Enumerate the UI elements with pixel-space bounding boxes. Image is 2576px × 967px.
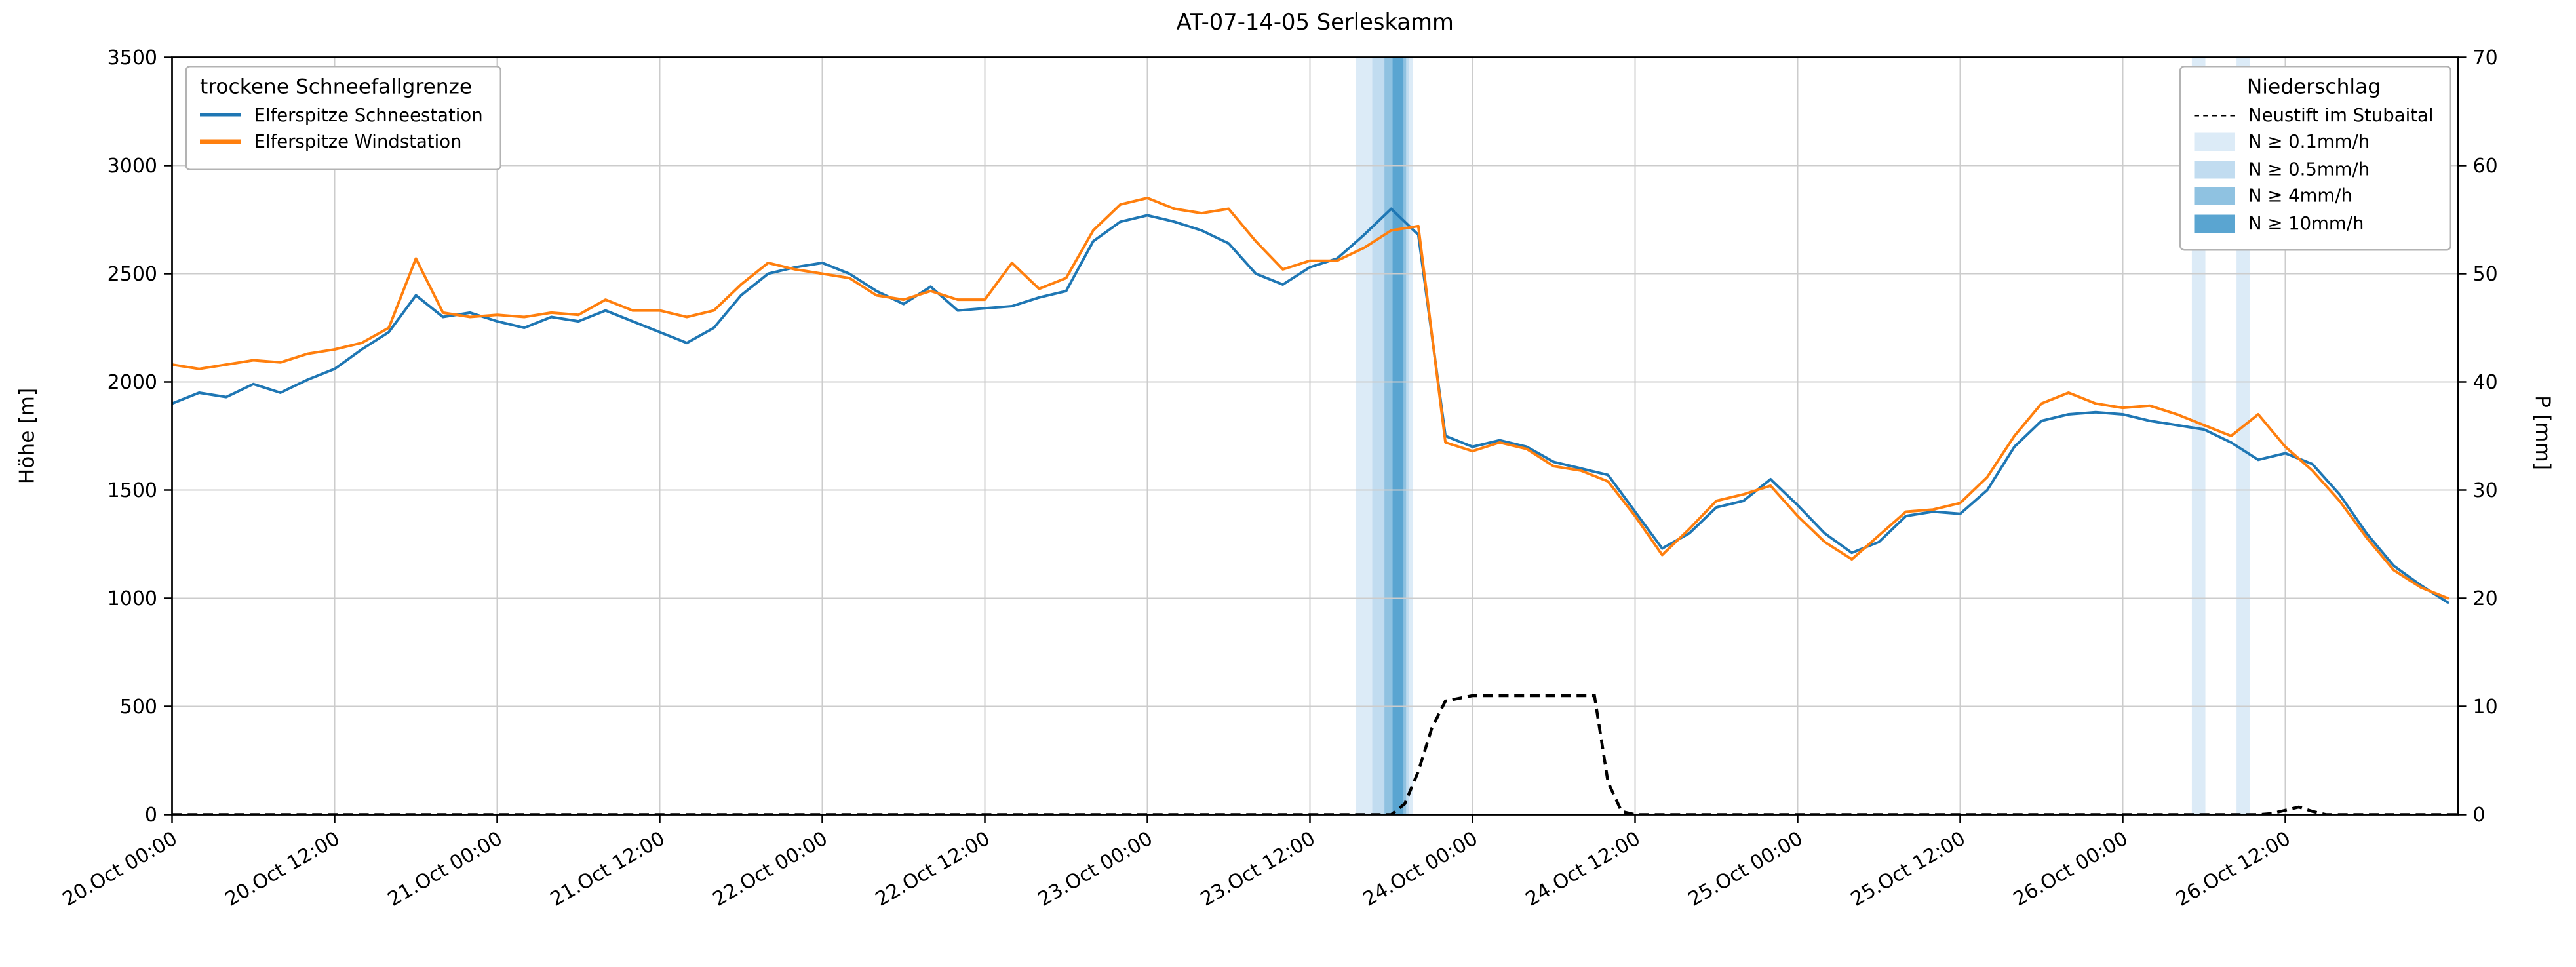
xtick-label: 20.Oct 00:00: [59, 827, 182, 911]
xtick-label: 21.Oct 12:00: [547, 827, 669, 911]
xtick-label: 20.Oct 12:00: [222, 827, 344, 911]
legend-entry-label: Neustift im Stubaital: [2248, 104, 2434, 126]
xtick-label: 22.Oct 00:00: [709, 827, 832, 911]
line-swatch-icon: [200, 112, 241, 117]
legend-entry: Elferspitze Windstation: [200, 131, 483, 153]
color-patch-swatch-icon: [2194, 214, 2236, 232]
color-patch-swatch-icon: [2194, 187, 2236, 205]
xtick-label: 26.Oct 00:00: [2010, 827, 2132, 911]
xtick-label: 22.Oct 12:00: [872, 827, 994, 911]
legend-entry: Neustift im Stubaital: [2194, 104, 2434, 126]
ytick-label-left: 500: [120, 696, 157, 719]
legend-entry: N ≥ 0.5mm/h: [2194, 158, 2434, 180]
xtick-label: 25.Oct 12:00: [1847, 827, 1970, 911]
ytick-label-left: 1500: [107, 479, 157, 502]
plot-border: [171, 56, 2459, 816]
color-patch-swatch-icon: [2194, 159, 2236, 178]
legend-entry: N ≥ 0.1mm/h: [2194, 131, 2434, 153]
y-axis-label-right: P [mm]: [2531, 395, 2556, 471]
legend-entry-label: N ≥ 0.5mm/h: [2248, 158, 2370, 180]
line-swatch-icon: [200, 140, 241, 144]
ytick-label-right: 10: [2473, 696, 2498, 719]
ytick-label-left: 0: [145, 804, 157, 827]
xtick-label: 23.Oct 12:00: [1197, 827, 1319, 911]
legend-precip-entries: Neustift im Stubaital N ≥ 0.1mm/h N ≥ 0.5m…: [2194, 104, 2434, 234]
legend-entry-label: N ≥ 4mm/h: [2248, 185, 2352, 207]
xtick-label: 24.Oct 12:00: [1522, 827, 1645, 911]
xtick-label: 26.Oct 12:00: [2172, 827, 2295, 911]
chart-title: AT-07-14-05 Serleskamm: [1176, 10, 1454, 36]
xtick-label: 25.Oct 00:00: [1685, 827, 1807, 911]
legend-precip-title: Niederschlag: [2246, 73, 2381, 99]
data-lines: [172, 197, 2458, 815]
precip-band: [1392, 57, 1404, 815]
axis-tick-labels: 0 500 1000 1500 2000 2500 3000 3500 0 10 20 30 40 50 6…: [59, 47, 2498, 911]
axis-ticks: [164, 56, 2467, 823]
legend-entry-label: Elferspitze Windstation: [254, 131, 462, 153]
ytick-label-right: 30: [2473, 479, 2498, 502]
legend-entry: N ≥ 4mm/h: [2194, 185, 2434, 207]
legend-snowline-title: trockene Schneefallgrenze: [200, 73, 473, 99]
legend-snowline: trockene Schneefallgrenze Elferspitze Sc…: [185, 66, 501, 170]
legend-precip: Niederschlag Neustift im Stubaital N ≥ 0.…: [2179, 66, 2451, 251]
series-line-schneestation: [172, 207, 2449, 604]
ytick-label-left: 1000: [107, 587, 157, 610]
ytick-label-right: 60: [2473, 155, 2498, 178]
legend-entry-label: N ≥ 10mm/h: [2248, 212, 2364, 234]
ytick-label-right: 70: [2473, 47, 2498, 69]
legend-entry-label: Elferspitze Schneestation: [254, 104, 483, 126]
ytick-label-left: 3500: [107, 47, 157, 69]
legend-snowline-entries: Elferspitze Schneestation Elferspitze Win…: [200, 104, 483, 153]
ytick-label-right: 50: [2473, 263, 2498, 286]
grid: [171, 56, 2458, 816]
ytick-label-left: 2000: [107, 371, 157, 394]
xtick-label: 21.Oct 00:00: [384, 827, 507, 911]
precipitation-line: [172, 694, 2458, 815]
legend-entry-label: N ≥ 0.1mm/h: [2248, 131, 2370, 153]
legend-entry: Elferspitze Schneestation: [200, 104, 483, 126]
y-axis-label-left: Höhe [m]: [14, 387, 39, 484]
ytick-label-right: 40: [2473, 371, 2498, 394]
ytick-label-right: 0: [2473, 804, 2486, 827]
dashed-line-swatch-icon: [2194, 113, 2236, 116]
xtick-label: 24.Oct 00:00: [1359, 827, 1482, 911]
ytick-label-right: 20: [2473, 587, 2498, 610]
xtick-label: 23.Oct 00:00: [1034, 827, 1157, 911]
ytick-label-left: 3000: [107, 155, 157, 178]
series-line-windstation: [172, 197, 2449, 600]
precip-intensity-bands: [1356, 57, 2250, 815]
legend-entry: N ≥ 10mm/h: [2194, 212, 2434, 234]
color-patch-swatch-icon: [2194, 132, 2236, 151]
ytick-label-left: 2500: [107, 263, 157, 286]
